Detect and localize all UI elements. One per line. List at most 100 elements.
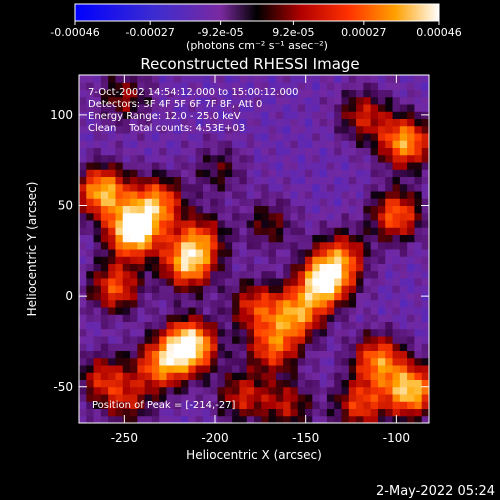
- heatmap-cell: [275, 350, 284, 359]
- heatmap-cell: [305, 183, 313, 192]
- heatmap-cell: [232, 140, 240, 148]
- heatmap-cell: [334, 336, 342, 344]
- heatmap-cell: [100, 89, 109, 98]
- heatmap-cell: [210, 111, 219, 119]
- heatmap-cell: [86, 198, 95, 206]
- heatmap-cell: [392, 386, 401, 395]
- heatmap-cell: [210, 408, 219, 417]
- heatmap-cell: [399, 183, 408, 192]
- heatmap-cell: [166, 147, 175, 156]
- heatmap-cell: [305, 241, 313, 250]
- heatmap-cell: [173, 140, 182, 148]
- heatmap-cell: [93, 169, 102, 177]
- heatmap-cell: [319, 227, 328, 235]
- heatmap-cell: [407, 227, 415, 235]
- heatmap-cell: [326, 104, 335, 112]
- heatmap-cell: [100, 125, 109, 134]
- heatmap-cell: [407, 75, 415, 83]
- heatmap-cell: [166, 299, 175, 308]
- heatmap-cell: [210, 205, 219, 214]
- heatmap-cell: [297, 111, 306, 119]
- heatmap-cell: [326, 118, 335, 127]
- heatmap-cell: [144, 212, 153, 221]
- heatmap-cell: [108, 125, 116, 134]
- heatmap-cell: [100, 154, 109, 163]
- heatmap-cell: [356, 75, 364, 83]
- heatmap-cell: [370, 386, 379, 395]
- heatmap-cell: [93, 408, 102, 417]
- heatmap-cell: [224, 162, 233, 170]
- heatmap-cell: [334, 328, 342, 337]
- heatmap-cell: [370, 133, 379, 141]
- heatmap-cell: [370, 82, 379, 90]
- heatmap-cell: [334, 183, 342, 192]
- heatmap-cell: [385, 249, 394, 257]
- heatmap-cell: [159, 140, 167, 148]
- heatmap-cell: [407, 147, 415, 156]
- heatmap-cell: [137, 336, 146, 344]
- heatmap-cell: [217, 147, 226, 156]
- heatmap-cell: [144, 263, 153, 272]
- heatmap-cell: [305, 205, 313, 214]
- heatmap-cell: [421, 386, 429, 395]
- heatmap-cell: [275, 89, 284, 98]
- heatmap-cell: [93, 365, 102, 373]
- heatmap-cell: [217, 125, 226, 134]
- heatmap-cell: [305, 386, 313, 395]
- heatmap-cell: [108, 292, 116, 301]
- heatmap-cell: [210, 256, 219, 264]
- heatmap-cell: [312, 227, 321, 235]
- heatmap-cell: [312, 234, 321, 243]
- heatmap-cell: [392, 133, 401, 141]
- heatmap-cell: [130, 140, 138, 148]
- heatmap-cell: [217, 96, 226, 105]
- heatmap-cell: [100, 234, 109, 243]
- heatmap-cell: [159, 379, 167, 388]
- heatmap-cell: [159, 118, 167, 127]
- heatmap-cell: [232, 299, 240, 308]
- heatmap-cell: [414, 133, 423, 141]
- heatmap-cell: [334, 401, 342, 409]
- heatmap-cell: [421, 89, 429, 98]
- heatmap-cell: [319, 350, 328, 359]
- heatmap-cell: [224, 343, 233, 351]
- heatmap-cell: [290, 307, 299, 315]
- heatmap-cell: [173, 133, 182, 141]
- heatmap-cell: [385, 336, 394, 344]
- heatmap-cell: [224, 415, 233, 423]
- heatmap-cell: [283, 386, 291, 395]
- heatmap-cell: [166, 379, 175, 388]
- heatmap-cell: [312, 343, 321, 351]
- heatmap-cell: [268, 401, 277, 409]
- heatmap-cell: [290, 162, 299, 170]
- heatmap-cell: [122, 394, 131, 402]
- heatmap-cell: [217, 89, 226, 98]
- heatmap-cell: [319, 75, 328, 83]
- heatmap-cell: [210, 350, 219, 359]
- heatmap-cell: [181, 307, 189, 315]
- heatmap-cell: [115, 234, 124, 243]
- heatmap-cell: [115, 336, 124, 344]
- heatmap-cell: [137, 292, 146, 301]
- heatmap-cell: [217, 336, 226, 344]
- heatmap-cell: [297, 154, 306, 163]
- heatmap-cell: [195, 111, 204, 119]
- heatmap-cell: [305, 104, 313, 112]
- heatmap-cell: [115, 415, 124, 423]
- heatmap-cell: [261, 75, 270, 83]
- heatmap-cell: [268, 140, 277, 148]
- heatmap-cell: [399, 162, 408, 170]
- heatmap-cell: [312, 212, 321, 221]
- heatmap-cell: [399, 314, 408, 322]
- heatmap-cell: [254, 299, 262, 308]
- heatmap-cell: [319, 191, 328, 199]
- heatmap-cell: [356, 234, 364, 243]
- heatmap-cell: [326, 227, 335, 235]
- heatmap-cell: [407, 292, 415, 301]
- heatmap-cell: [166, 278, 175, 286]
- heatmap-cell: [115, 82, 124, 90]
- heatmap-cell: [188, 372, 197, 380]
- heatmap-cell: [399, 307, 408, 315]
- heatmap-cell: [144, 379, 153, 388]
- heatmap-cell: [254, 191, 262, 199]
